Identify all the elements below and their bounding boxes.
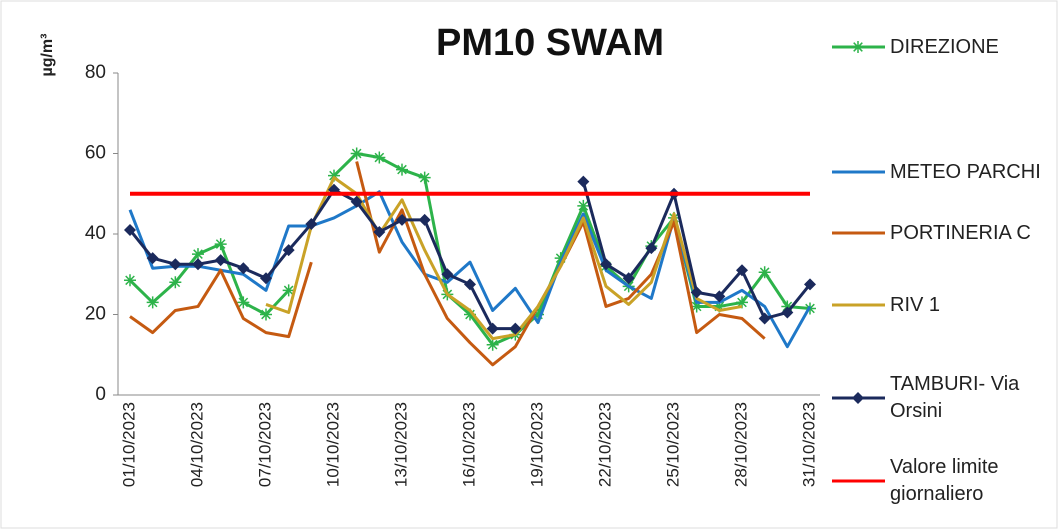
- series-line: [265, 176, 743, 341]
- legend-label: Valore limite giornaliero: [890, 456, 999, 505]
- legend-label: DIREZIONE: [890, 35, 999, 58]
- point-marker: [124, 223, 136, 236]
- point-marker: [396, 163, 408, 176]
- point-marker: [441, 268, 454, 281]
- legend-label: PORTINERIA C: [890, 221, 1031, 244]
- point-marker: [169, 258, 182, 271]
- point-marker: [192, 248, 204, 261]
- legend-label: METEO PARCHI: [890, 160, 1041, 183]
- point-marker: [758, 266, 771, 279]
- x-tick-label: 16/10/2023: [459, 402, 478, 487]
- point-marker: [282, 284, 295, 297]
- point-marker: [758, 312, 771, 325]
- point-marker: [464, 278, 476, 291]
- point-marker: [781, 306, 794, 319]
- x-tick-label: 10/10/2023: [323, 402, 342, 487]
- point-marker: [690, 286, 703, 299]
- point-marker: [214, 238, 227, 251]
- point-marker: [260, 272, 272, 285]
- x-tick-label: 25/10/2023: [663, 402, 682, 487]
- x-tick-label: 22/10/2023: [595, 402, 614, 487]
- point-marker: [169, 276, 182, 289]
- point-marker: [328, 169, 340, 182]
- x-tick-label: 13/10/2023: [391, 402, 410, 487]
- point-marker: [622, 272, 635, 285]
- x-tick-label: 19/10/2023: [527, 402, 546, 487]
- legend-label: RIV 1: [890, 293, 941, 316]
- point-marker: [396, 213, 408, 226]
- chart-title: PM10 SWAM: [436, 22, 664, 64]
- y-tick-label: 0: [95, 384, 106, 405]
- point-marker: [146, 296, 159, 309]
- point-marker: [237, 296, 250, 309]
- point-marker: [350, 195, 363, 208]
- point-marker: [305, 217, 318, 230]
- y-tick-label: 40: [85, 223, 106, 244]
- point-marker: [418, 171, 431, 184]
- point-marker: [260, 308, 272, 321]
- point-marker: [804, 278, 816, 291]
- y-tick-label: 80: [85, 62, 106, 83]
- series-line: [128, 190, 812, 349]
- point-marker: [418, 213, 431, 226]
- point-marker: [577, 175, 590, 188]
- point-marker: [713, 290, 726, 303]
- point-marker: [713, 300, 726, 313]
- point-marker: [736, 296, 748, 309]
- y-axis-label: µg/m³: [39, 34, 56, 77]
- y-tick-label: 20: [85, 304, 106, 325]
- point-marker: [645, 242, 658, 255]
- x-tick-label: 01/10/2023: [119, 402, 138, 487]
- point-marker: [373, 225, 386, 238]
- point-marker: [124, 274, 136, 287]
- point-marker: [554, 252, 567, 265]
- point-marker: [214, 254, 227, 267]
- x-tick-label: 28/10/2023: [731, 402, 750, 487]
- point-marker: [781, 300, 794, 313]
- point-marker: [532, 308, 544, 321]
- point-marker: [282, 244, 295, 257]
- point-marker: [736, 264, 748, 277]
- x-tick-label: 07/10/2023: [255, 402, 274, 487]
- legend-marker: [852, 392, 864, 404]
- point-marker: [600, 258, 612, 271]
- point-marker: [486, 322, 499, 335]
- legend-label: TAMBURI- Via Orsini: [890, 373, 1020, 422]
- point-marker: [690, 300, 703, 313]
- legend-marker: [852, 41, 864, 53]
- point-marker: [146, 252, 159, 265]
- point-marker: [577, 199, 590, 212]
- y-tick-label: 60: [85, 143, 106, 164]
- point-marker: [373, 151, 386, 164]
- point-marker: [192, 258, 204, 271]
- point-marker: [486, 338, 499, 351]
- point-marker: [509, 322, 522, 335]
- x-tick-label: 31/10/2023: [799, 402, 818, 487]
- x-tick-label: 04/10/2023: [187, 402, 206, 487]
- point-marker: [350, 147, 363, 160]
- point-marker: [237, 262, 250, 275]
- point-marker: [464, 308, 476, 321]
